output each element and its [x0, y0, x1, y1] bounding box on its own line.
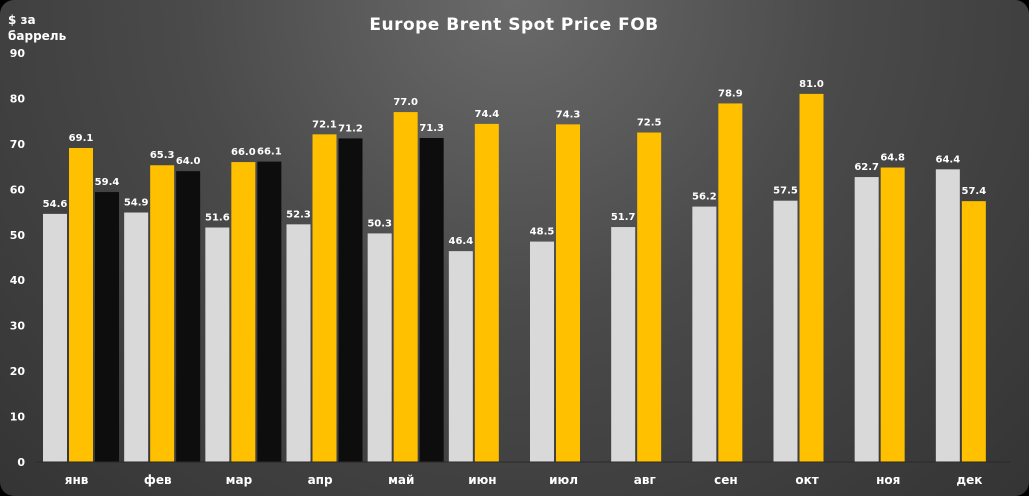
- chart-title: Europe Brent Spot Price FOB: [369, 15, 658, 35]
- bar: [556, 124, 580, 462]
- x-category-label: фев: [144, 473, 172, 487]
- data-label: 81.0: [799, 79, 824, 90]
- bar: [935, 169, 960, 463]
- data-label: 48.5: [530, 227, 555, 238]
- data-label: 72.1: [312, 119, 337, 130]
- data-label: 52.3: [286, 209, 311, 220]
- data-labels: 54.6 69.1 59.4 54.9 65.364.0 51.6 66.0 66.1 52.3…: [43, 79, 987, 247]
- data-label: 78.9: [718, 88, 743, 99]
- bar: [692, 206, 717, 462]
- y-tick-label: 60: [10, 183, 26, 196]
- data-label: 64.0: [176, 156, 201, 167]
- data-label: 51.6: [205, 213, 230, 224]
- y-tick-label: 20: [10, 365, 26, 378]
- bar: [286, 224, 311, 462]
- x-category-label: апр: [308, 473, 333, 487]
- x-category-label: мар: [226, 473, 253, 487]
- x-category-label: сен: [714, 473, 738, 487]
- y-tick-label: 50: [10, 229, 26, 242]
- data-label: 77.0: [393, 97, 418, 108]
- data-label: 66.1: [257, 147, 282, 158]
- x-category-label: окт: [795, 473, 818, 487]
- data-label: 74.3: [556, 109, 581, 120]
- x-category-label: ноя: [876, 473, 900, 487]
- x-category-label: май: [388, 473, 414, 487]
- data-label: 51.7: [611, 212, 636, 223]
- bar: [43, 213, 67, 462]
- bar: [611, 227, 636, 462]
- y-axis-label-line1: $ за: [8, 13, 36, 27]
- x-category-label: июл: [549, 473, 578, 487]
- data-label: 71.3: [419, 123, 444, 134]
- x-axis-categories: янв фев мар апр май июн июл авг сен окт ноя дек: [65, 473, 983, 487]
- y-tick-label: 30: [10, 320, 26, 333]
- data-label: 50.3: [367, 218, 392, 229]
- data-label: 69.1: [69, 133, 94, 144]
- bar: [176, 171, 201, 462]
- data-label: 72.5: [637, 118, 662, 129]
- y-tick-label: 80: [10, 92, 26, 105]
- y-tick-label: 40: [10, 274, 26, 287]
- bar: [257, 161, 282, 462]
- data-label: 71.2: [338, 123, 363, 134]
- data-label: 56.2: [692, 192, 717, 203]
- bar: [367, 233, 392, 462]
- bar: [231, 162, 256, 463]
- bar: [150, 165, 175, 462]
- bar: [799, 93, 824, 463]
- bar: [530, 241, 554, 462]
- x-category-label: дек: [956, 473, 982, 487]
- data-label: 46.4: [448, 236, 473, 247]
- bar: [69, 147, 93, 462]
- bar: [961, 201, 986, 462]
- y-tick-label: 90: [10, 47, 26, 60]
- bar: [393, 112, 418, 463]
- data-label: 57.4: [961, 186, 986, 197]
- data-label: 54.6: [43, 199, 68, 210]
- x-category-label: июн: [468, 473, 496, 487]
- data-label: 57.5: [773, 186, 798, 197]
- bar: [95, 192, 119, 462]
- data-label: 66.0: [231, 147, 256, 158]
- y-axis-ticks: 0 10 20 30 40 50 60 70 80 90: [10, 47, 26, 469]
- bars: [43, 93, 986, 463]
- x-category-label: авг: [634, 473, 656, 487]
- data-label: 54.9: [124, 198, 149, 209]
- bar: [448, 251, 473, 462]
- y-tick-label: 0: [17, 456, 25, 469]
- bar: [338, 138, 363, 463]
- bar: [474, 123, 499, 462]
- data-label: 74.4: [474, 109, 499, 120]
- bar: [312, 134, 337, 462]
- data-label: 62.7: [854, 162, 879, 173]
- y-tick-label: 70: [10, 138, 26, 151]
- bar: [637, 132, 662, 462]
- bar: [718, 103, 743, 463]
- bar: [124, 212, 149, 462]
- bar: [773, 200, 798, 462]
- data-label: 59.4: [95, 177, 120, 188]
- data-label: 64.4: [935, 154, 960, 165]
- y-axis-label-line2: баррель: [8, 29, 67, 43]
- data-label: 64.8: [880, 153, 905, 164]
- y-tick-label: 10: [10, 411, 26, 424]
- bar: [419, 137, 444, 462]
- data-label: 65.3: [150, 150, 175, 161]
- x-category-label: янв: [65, 473, 89, 487]
- bar: [854, 177, 879, 462]
- bar: [880, 167, 905, 462]
- bar: [205, 227, 230, 462]
